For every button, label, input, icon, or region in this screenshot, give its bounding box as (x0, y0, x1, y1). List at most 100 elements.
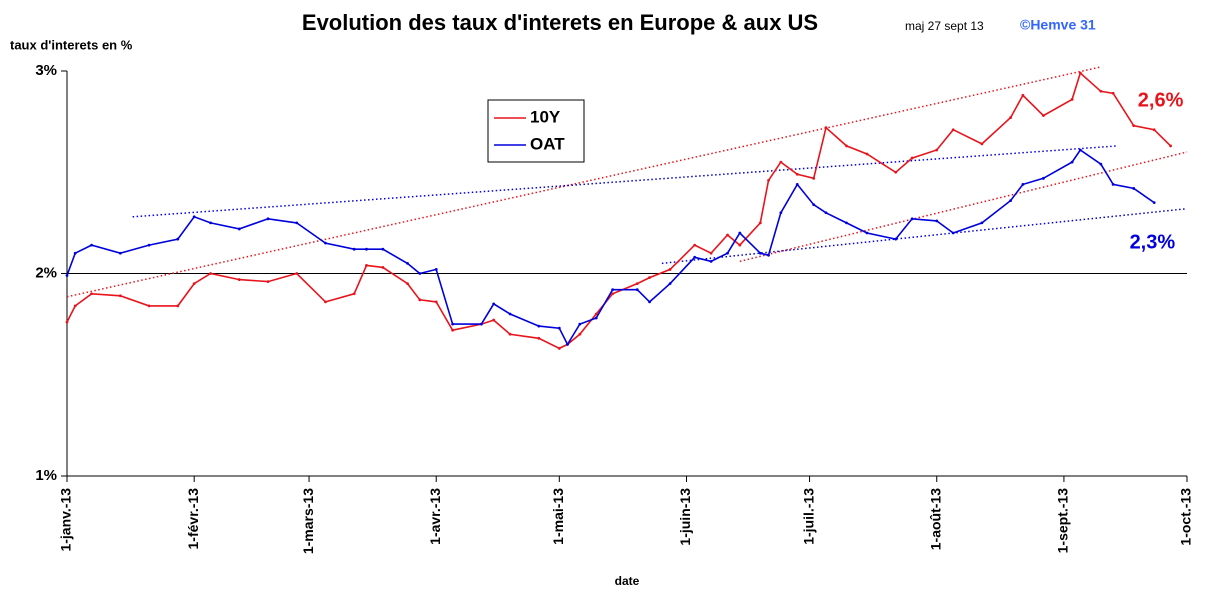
point (1099, 89, 1103, 93)
trendline (739, 151, 1188, 263)
point (352, 247, 356, 251)
y-tick-label: 3% (35, 62, 57, 79)
trendline (66, 66, 1102, 298)
point (951, 128, 955, 132)
credit: ©Hemve 31 (1020, 17, 1096, 33)
point (557, 347, 561, 350)
point (90, 292, 94, 296)
point (845, 221, 848, 225)
point (935, 219, 939, 223)
point (566, 342, 569, 346)
point (1009, 199, 1012, 203)
point (668, 268, 672, 271)
point (635, 288, 639, 292)
annotation: 2,3% (1130, 231, 1176, 253)
point (648, 276, 651, 279)
point (693, 243, 697, 247)
point (894, 170, 898, 174)
point (635, 282, 639, 286)
point (406, 282, 409, 286)
point (779, 211, 783, 215)
point (726, 233, 729, 237)
point (726, 251, 729, 255)
legend-label: 10Y (530, 107, 561, 126)
point (1132, 124, 1136, 128)
point (865, 152, 869, 156)
point (594, 316, 598, 320)
point (365, 247, 368, 251)
series-line (66, 148, 1155, 347)
x-tick-label: 1-oct.-13 (1178, 488, 1194, 546)
point (1099, 162, 1103, 166)
point (709, 251, 713, 255)
point (266, 280, 270, 283)
point (192, 282, 196, 286)
point (1070, 160, 1074, 164)
point (910, 217, 914, 221)
point (209, 272, 212, 275)
point (594, 312, 598, 316)
point (451, 322, 455, 326)
x-tick-label: 1-mars-13 (300, 488, 316, 554)
point (365, 264, 368, 267)
point (65, 320, 69, 324)
x-tick-label: 1-août-13 (927, 488, 943, 550)
point (648, 300, 651, 304)
point (1132, 187, 1136, 190)
point (709, 259, 713, 263)
point (381, 266, 385, 269)
point (1152, 201, 1156, 205)
point (1009, 116, 1012, 119)
point (557, 326, 561, 330)
point (65, 274, 69, 277)
legend-label: OAT (530, 134, 565, 153)
point (1111, 91, 1115, 95)
point (381, 247, 385, 251)
point (980, 221, 984, 225)
point (1152, 128, 1156, 132)
point (668, 282, 672, 286)
point (693, 255, 697, 259)
x-tick-label: 1-févr.-13 (185, 488, 201, 550)
point (894, 237, 898, 241)
trendline (661, 207, 1188, 265)
x-axis-label: date (615, 574, 640, 588)
point (865, 231, 869, 235)
point (1070, 97, 1074, 101)
point (90, 243, 94, 247)
x-tick-label: 1-mai-13 (550, 488, 566, 545)
point (1169, 144, 1172, 148)
point (479, 322, 483, 326)
point (1021, 93, 1025, 97)
point (418, 298, 422, 302)
series-line (66, 71, 1172, 350)
point (980, 142, 984, 146)
point (118, 251, 122, 255)
point (578, 332, 582, 336)
point (73, 304, 77, 308)
point (824, 211, 828, 215)
x-tick-label: 1-sept.-13 (1055, 488, 1071, 554)
point (352, 292, 356, 296)
chart-title: Evolution des taux d'interets en Europe … (302, 10, 818, 35)
point (434, 300, 438, 304)
point (824, 126, 828, 130)
point (1042, 114, 1045, 117)
point (537, 324, 541, 328)
point (192, 215, 196, 219)
point (237, 278, 241, 281)
x-tick-label: 1-janv.-13 (58, 488, 74, 552)
point (795, 183, 799, 186)
legend: 10Y OAT (487, 99, 585, 163)
point (266, 217, 270, 221)
point (295, 272, 299, 275)
point (418, 272, 422, 275)
point (1078, 148, 1082, 152)
point (237, 227, 241, 231)
point (176, 237, 180, 241)
point (812, 203, 816, 207)
y-axis-label: taux d'interets en % (10, 37, 133, 52)
legend-box (487, 99, 585, 163)
point (611, 292, 615, 296)
point (758, 221, 762, 225)
